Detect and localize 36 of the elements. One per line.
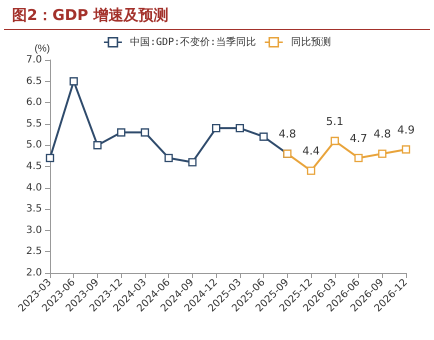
data-label: 4.8 [374, 128, 392, 141]
point [236, 124, 244, 132]
y-tick-label: 6.0 [26, 97, 42, 108]
point [354, 154, 363, 162]
point [306, 166, 316, 175]
point [117, 128, 126, 137]
y-tick-label: 7.0 [26, 54, 42, 66]
legend-label: 中国:GDP:不变价:当季同比 [130, 36, 256, 48]
y-axis-title: (%) [34, 44, 50, 54]
y-tick-label: 2.0 [26, 268, 42, 278]
point [402, 145, 410, 154]
point [188, 158, 197, 166]
point [164, 154, 173, 162]
y-tick-label: 5.5 [26, 118, 42, 130]
point [93, 141, 102, 150]
point [330, 136, 339, 146]
chart-title: 图2：GDP 增速及预测 [4, 0, 430, 30]
point [140, 128, 150, 137]
y-tick-label: 3.5 [26, 204, 42, 215]
data-label: 4.9 [397, 123, 415, 136]
y-tick-label: 2.5 [26, 246, 42, 258]
y-tick-label: 5.0 [26, 140, 42, 151]
data-label: 4.7 [350, 132, 368, 145]
point [70, 77, 78, 86]
data-label: 5.1 [326, 114, 344, 128]
point [259, 132, 268, 141]
point [212, 124, 220, 132]
y-tick-label: 4.5 [26, 161, 42, 172]
data-label: 4.4 [302, 144, 320, 158]
point [378, 150, 386, 158]
data-label: 4.8 [278, 128, 296, 141]
y-tick-label: 6.5 [26, 76, 42, 87]
point [46, 154, 54, 162]
y-tick-label: 4.0 [26, 182, 42, 194]
y-tick-label: 3.0 [26, 224, 42, 236]
legend-label: 同比预测 [290, 36, 331, 48]
